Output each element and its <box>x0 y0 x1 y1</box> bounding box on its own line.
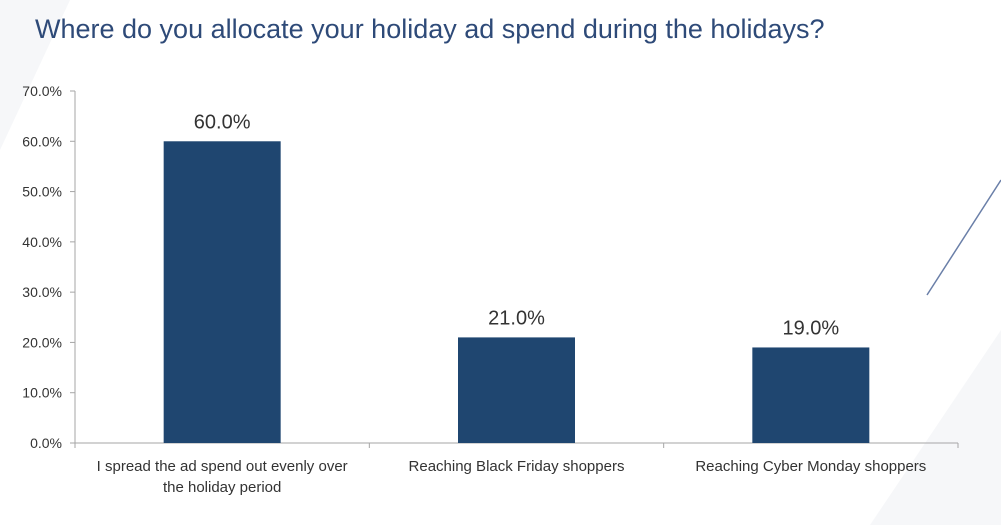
category-label: Reaching Cyber Monday shoppers <box>695 458 926 475</box>
category-label: I spread the ad spend out evenly over <box>97 458 348 475</box>
y-tick-label: 40.0% <box>22 234 62 250</box>
y-tick-label: 60.0% <box>22 133 62 149</box>
y-tick-label: 20.0% <box>22 334 62 350</box>
background-corner-shape <box>0 0 70 150</box>
y-axis: 0.0% 10.0% 20.0% 30.0% 40.0% 50.0% 60.0% 70.0% <box>22 83 76 451</box>
y-tick-label: 0.0% <box>30 435 62 451</box>
bar-value-label: 60.0% <box>194 111 251 133</box>
decorative-line <box>926 179 1001 296</box>
category-label: Reaching Black Friday shoppers <box>409 458 625 475</box>
chart-title: Where do you allocate your holiday ad sp… <box>35 14 825 44</box>
bar <box>458 337 575 443</box>
x-axis <box>74 442 959 448</box>
data-labels: 60.0% 21.0% 19.0% <box>194 111 840 339</box>
y-tick-label: 50.0% <box>22 184 62 200</box>
bar-value-label: 19.0% <box>782 317 839 339</box>
bar-value-label: 21.0% <box>488 307 545 329</box>
y-tick-label: 30.0% <box>22 284 62 300</box>
bar <box>163 141 281 444</box>
bars <box>163 141 870 444</box>
y-tick-label: 70.0% <box>22 83 62 99</box>
bar <box>752 347 870 443</box>
category-label: the holiday period <box>163 479 281 496</box>
category-labels: I spread the ad spend out evenly over the… <box>97 458 927 496</box>
background-corner-shape <box>870 330 1001 525</box>
y-tick-label: 10.0% <box>22 385 62 401</box>
